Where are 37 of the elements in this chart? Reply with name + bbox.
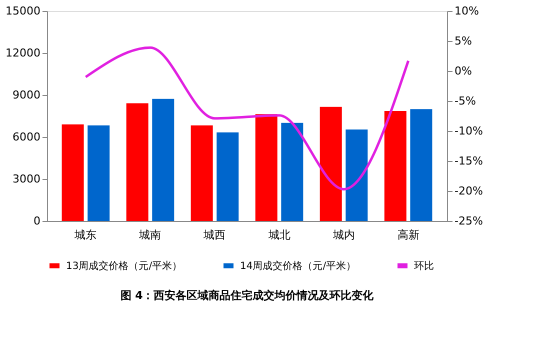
bar xyxy=(346,129,368,221)
y-tick-label: 6000 xyxy=(12,130,40,144)
y-tick-label: 9000 xyxy=(12,88,40,102)
y-tick-label: 12000 xyxy=(6,46,40,60)
x-tick-label: 城东 xyxy=(74,228,97,242)
legend-label: 13周成交价格（元/平米） xyxy=(66,260,182,272)
bar xyxy=(126,103,148,221)
bar xyxy=(190,125,213,221)
x-tick-label: 城西 xyxy=(202,228,226,242)
bar xyxy=(384,110,406,221)
y2-tick-label: -5% xyxy=(454,94,476,108)
x-tick-label: 城北 xyxy=(267,228,290,242)
x-tick-label: 城南 xyxy=(138,228,162,242)
bar xyxy=(410,109,432,221)
x-tick-label: 城内 xyxy=(332,228,355,242)
bar xyxy=(216,132,239,221)
y-tick-label: 15000 xyxy=(6,4,40,18)
y2-tick-label: -15% xyxy=(454,154,483,168)
y2-tick-label: -10% xyxy=(454,124,483,138)
bar xyxy=(152,98,174,221)
line-series xyxy=(84,46,410,190)
legend-label: 环比 xyxy=(414,260,434,272)
x-tick-label: 高新 xyxy=(397,228,420,242)
y2-tick-label: 5% xyxy=(454,34,472,48)
bar xyxy=(281,122,304,221)
y-tick-label: 0 xyxy=(34,214,40,228)
bar xyxy=(320,106,342,221)
caption: 图 4：西安各区域商品住宅成交均价情况及环比变化 xyxy=(120,289,375,302)
y2-tick-label: 10% xyxy=(454,4,479,18)
bar xyxy=(62,124,84,221)
y2-tick-label: 0% xyxy=(454,64,472,78)
y-tick-label: 3000 xyxy=(12,172,40,186)
y2-tick-label: -25% xyxy=(454,214,483,228)
bar xyxy=(255,114,278,221)
bar xyxy=(88,125,110,221)
y2-tick-label: -20% xyxy=(454,184,483,198)
legend-label: 14周成交价格（元/平米） xyxy=(240,260,356,272)
